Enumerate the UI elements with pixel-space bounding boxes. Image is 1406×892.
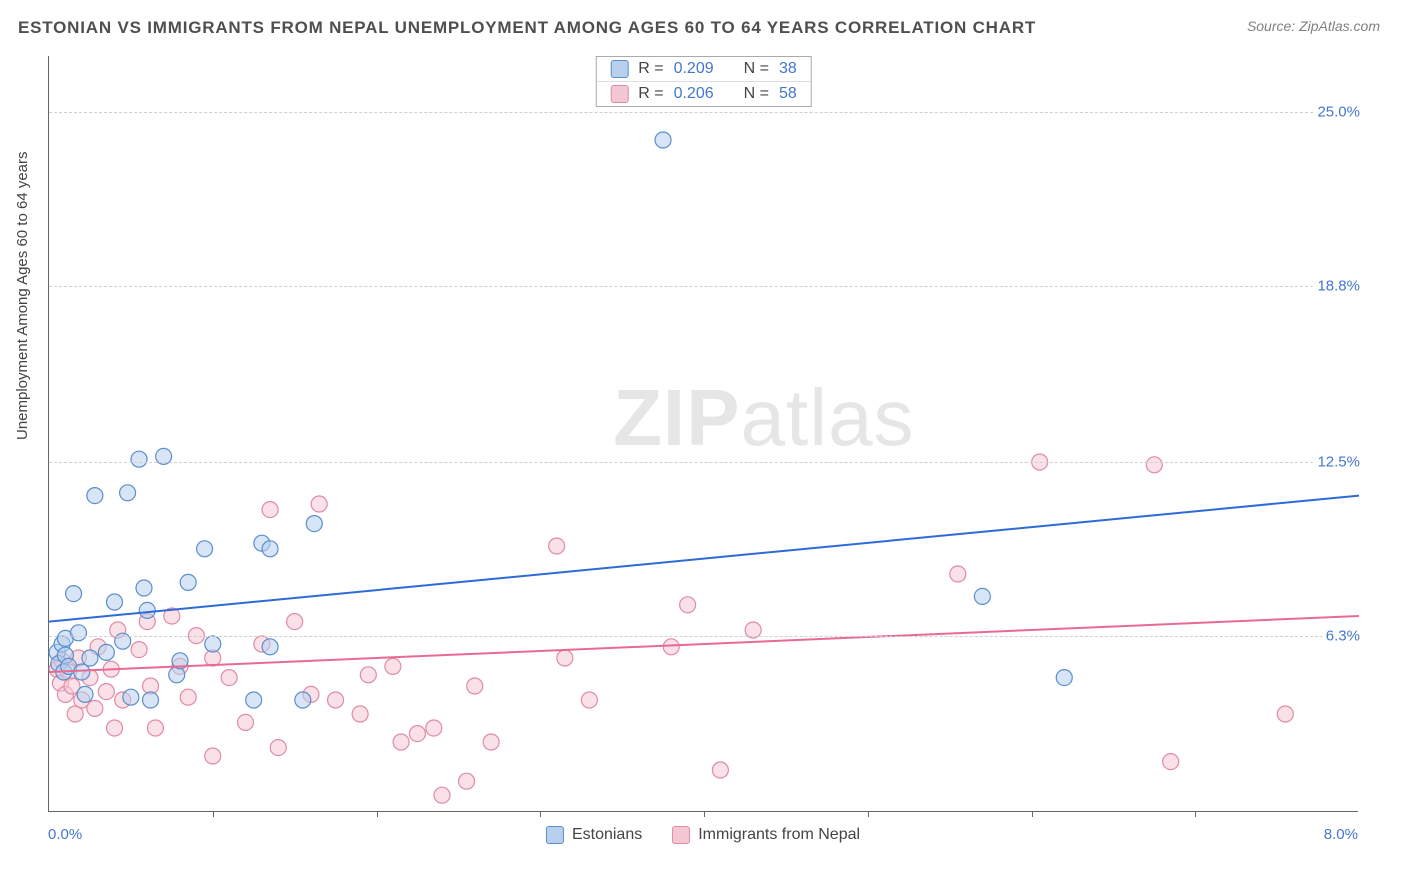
data-point <box>143 692 159 708</box>
x-tick <box>213 811 214 817</box>
data-point <box>549 538 565 554</box>
gridline <box>49 286 1358 287</box>
data-point <box>306 516 322 532</box>
trend-line <box>49 496 1359 622</box>
chart-plot-area: ZIPatlas R = 0.209 N = 38 R = 0.206 N = … <box>48 56 1358 812</box>
swatch-nepal <box>610 85 628 103</box>
x-tick <box>377 811 378 817</box>
legend-row-nepal: R = 0.206 N = 58 <box>596 82 811 106</box>
data-point <box>434 787 450 803</box>
y-tick-label: 6.3% <box>1322 627 1360 644</box>
x-tick <box>868 811 869 817</box>
data-point <box>98 644 114 660</box>
data-point <box>270 740 286 756</box>
correlation-legend: R = 0.209 N = 38 R = 0.206 N = 58 <box>595 56 812 107</box>
data-point <box>87 488 103 504</box>
series-legend: Estonians Immigrants from Nepal <box>546 826 860 844</box>
swatch-estonians <box>610 60 628 78</box>
swatch-estonians-icon <box>546 826 564 844</box>
data-point <box>712 762 728 778</box>
x-axis-min-label: 0.0% <box>48 826 82 843</box>
data-point <box>311 496 327 512</box>
data-point <box>180 574 196 590</box>
data-point <box>467 678 483 694</box>
data-point <box>483 734 499 750</box>
y-axis-title: Unemployment Among Ages 60 to 64 years <box>14 151 31 440</box>
legend-item-estonians: Estonians <box>546 826 642 844</box>
y-tick-label: 25.0% <box>1313 104 1360 121</box>
data-point <box>74 664 90 680</box>
data-point <box>581 692 597 708</box>
data-point <box>262 639 278 655</box>
data-point <box>974 588 990 604</box>
data-point <box>120 485 136 501</box>
data-point <box>287 614 303 630</box>
data-point <box>131 642 147 658</box>
data-point <box>238 714 254 730</box>
swatch-nepal-icon <box>672 826 690 844</box>
data-point <box>262 502 278 518</box>
data-point <box>131 451 147 467</box>
data-point <box>136 580 152 596</box>
scatter-plot-svg <box>49 56 1358 811</box>
data-point <box>328 692 344 708</box>
data-point <box>409 726 425 742</box>
data-point <box>360 667 376 683</box>
y-tick-label: 12.5% <box>1313 454 1360 471</box>
data-point <box>680 597 696 613</box>
data-point <box>87 700 103 716</box>
data-point <box>66 586 82 602</box>
source-label: Source: ZipAtlas.com <box>1247 18 1380 34</box>
data-point <box>147 720 163 736</box>
gridline <box>49 462 1358 463</box>
data-point <box>180 689 196 705</box>
x-tick <box>1032 811 1033 817</box>
data-point <box>205 636 221 652</box>
data-point <box>70 625 86 641</box>
data-point <box>246 692 262 708</box>
data-point <box>557 650 573 666</box>
x-axis-max-label: 8.0% <box>1324 826 1358 843</box>
data-point <box>655 132 671 148</box>
legend-row-estonians: R = 0.209 N = 38 <box>596 57 811 82</box>
data-point <box>426 720 442 736</box>
data-point <box>1146 457 1162 473</box>
data-point <box>385 658 401 674</box>
data-point <box>77 686 93 702</box>
legend-item-nepal: Immigrants from Nepal <box>672 826 860 844</box>
data-point <box>393 734 409 750</box>
data-point <box>169 667 185 683</box>
chart-title: ESTONIAN VS IMMIGRANTS FROM NEPAL UNEMPL… <box>18 18 1036 38</box>
trend-line <box>49 616 1359 672</box>
x-tick <box>540 811 541 817</box>
data-point <box>107 720 123 736</box>
data-point <box>459 773 475 789</box>
y-tick-label: 18.8% <box>1313 277 1360 294</box>
gridline <box>49 636 1358 637</box>
data-point <box>1277 706 1293 722</box>
data-point <box>98 684 114 700</box>
data-point <box>107 594 123 610</box>
data-point <box>950 566 966 582</box>
data-point <box>663 639 679 655</box>
data-point <box>262 541 278 557</box>
x-tick <box>704 811 705 817</box>
data-point <box>82 650 98 666</box>
data-point <box>205 748 221 764</box>
data-point <box>352 706 368 722</box>
x-tick <box>1195 811 1196 817</box>
gridline <box>49 112 1358 113</box>
data-point <box>139 602 155 618</box>
data-point <box>295 692 311 708</box>
data-point <box>1056 670 1072 686</box>
data-point <box>197 541 213 557</box>
data-point <box>1163 754 1179 770</box>
data-point <box>221 670 237 686</box>
data-point <box>123 689 139 705</box>
